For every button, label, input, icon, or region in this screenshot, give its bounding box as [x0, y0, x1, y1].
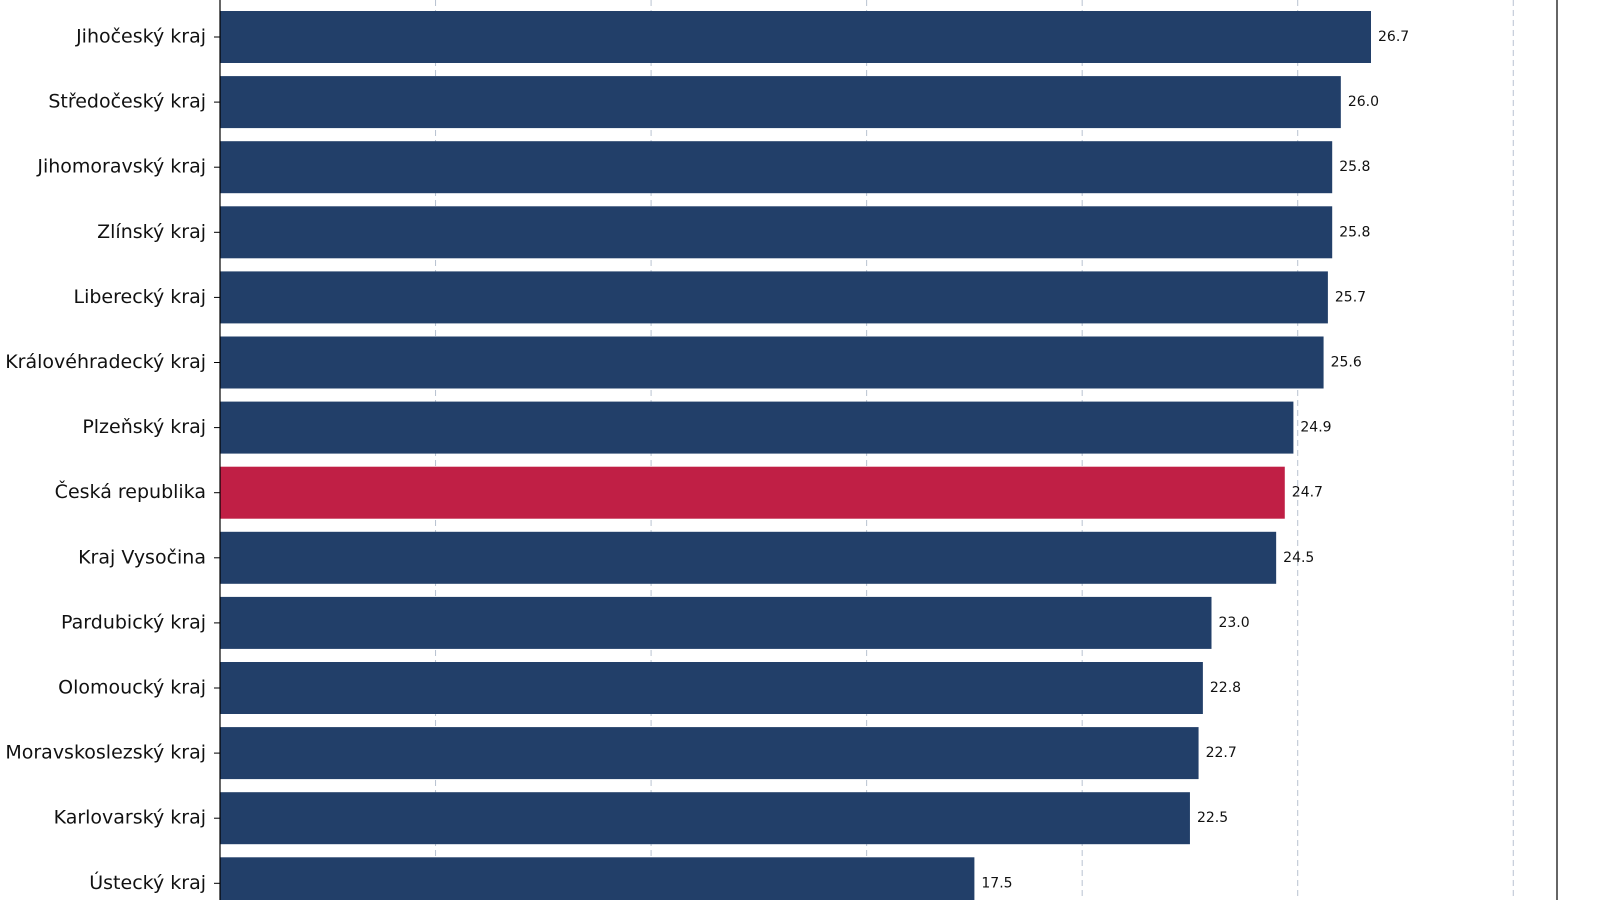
bar-value-label: 24.5	[1283, 550, 1314, 566]
bar	[220, 206, 1333, 259]
bar	[220, 11, 1371, 63]
bar	[220, 401, 1294, 454]
y-tick-label: Zlínský kraj	[97, 221, 206, 243]
bar	[220, 271, 1328, 324]
bar	[220, 141, 1333, 194]
y-tick-label: Jihočeský kraj	[75, 26, 206, 48]
bar	[220, 727, 1199, 780]
bar	[220, 76, 1341, 129]
bar	[220, 857, 975, 905]
bar-value-label: 25.6	[1331, 355, 1362, 371]
bar-value-label: 22.5	[1197, 810, 1228, 826]
bars-layer	[220, 11, 1371, 905]
bar	[220, 792, 1190, 845]
bar-value-label: 22.8	[1210, 680, 1241, 696]
bar	[220, 596, 1212, 649]
labels-layer: 26.7 Jihočeský kraj 26.0 Středočeský kraj 25…	[5, 26, 1409, 894]
y-tick-label: Středočeský kraj	[48, 91, 206, 113]
y-tick-label: Kraj Vysočina	[78, 546, 206, 568]
y-tick-label: Česká republika	[55, 479, 206, 503]
y-tick-label: Pardubický kraj	[61, 611, 206, 633]
bar-highlight	[220, 466, 1285, 519]
y-tick-label: Ústecký kraj	[89, 870, 206, 894]
bar-value-label: 26.0	[1348, 94, 1379, 110]
bar-value-label: 25.8	[1339, 159, 1370, 175]
y-tick-label: Karlovarský kraj	[54, 807, 206, 829]
bar-value-label: 26.7	[1378, 29, 1409, 45]
bar-value-label: 23.0	[1218, 615, 1249, 631]
y-tick-label: Olomoucký kraj	[58, 677, 206, 699]
bar-value-label: 24.9	[1300, 420, 1331, 436]
bar-value-label: 25.8	[1339, 224, 1370, 240]
axis-layer	[214, 0, 1558, 900]
y-tick-label: Královéhradecký kraj	[5, 351, 206, 373]
bar	[220, 336, 1324, 389]
bar-value-label: 25.7	[1335, 289, 1366, 305]
bar-value-label: 24.7	[1292, 485, 1323, 501]
y-tick-label: Plzeňský kraj	[82, 416, 206, 438]
y-tick-label: Liberecký kraj	[74, 286, 207, 308]
bar	[220, 662, 1203, 714]
y-tick-label: Jihomoravský kraj	[36, 156, 206, 178]
bar	[220, 531, 1277, 584]
y-tick-label: Moravskoslezský kraj	[5, 742, 206, 764]
bar-value-label: 22.7	[1206, 745, 1237, 761]
bar-value-label: 17.5	[981, 875, 1012, 891]
